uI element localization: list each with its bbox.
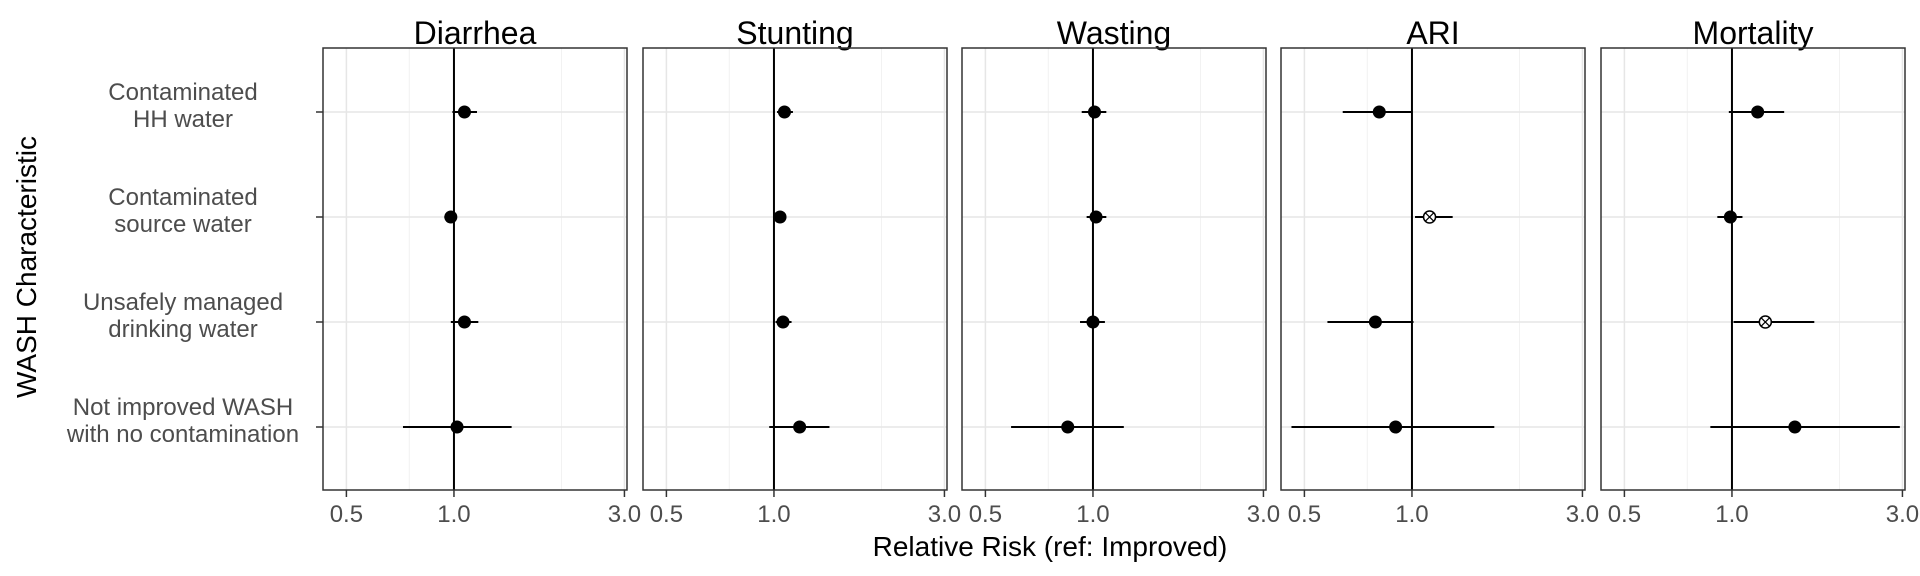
estimate-point bbox=[793, 420, 807, 434]
category-label-line: Contaminated bbox=[108, 184, 257, 211]
estimate-point bbox=[1751, 105, 1765, 119]
panel-border bbox=[1280, 47, 1586, 491]
panel-title: Wasting bbox=[1057, 15, 1171, 51]
panel-border bbox=[961, 47, 1267, 491]
x-tick-label: 0.5 bbox=[1288, 501, 1321, 528]
x-tick-label: 0.5 bbox=[1608, 501, 1641, 528]
estimate-point bbox=[457, 315, 471, 329]
x-tick-label: 1.0 bbox=[1076, 501, 1109, 528]
estimate-point bbox=[1086, 315, 1100, 329]
x-tick-label: 1.0 bbox=[757, 501, 790, 528]
x-tick-label: 0.5 bbox=[969, 501, 1002, 528]
category-label-line: Not improved WASH bbox=[73, 394, 294, 421]
x-tick-label: 1.0 bbox=[1715, 501, 1748, 528]
x-tick-label: 0.5 bbox=[330, 501, 363, 528]
estimate-point-hollow bbox=[1758, 315, 1773, 329]
x-tick-label: 3.0 bbox=[1566, 501, 1599, 528]
estimate-point bbox=[773, 210, 787, 224]
estimate-point bbox=[457, 105, 471, 119]
panel-wasting: Wasting 0.5 1.0 3.0 bbox=[961, 15, 1280, 528]
estimate-point bbox=[444, 210, 458, 224]
estimate-point bbox=[1089, 210, 1103, 224]
estimate-point bbox=[1389, 420, 1403, 434]
category-label: Contaminated source water bbox=[108, 184, 257, 238]
estimate-point bbox=[1723, 210, 1737, 224]
panel-stunting: Stunting 0.5 1.0 3.0 bbox=[642, 15, 961, 528]
estimate-point-hollow bbox=[1422, 210, 1437, 224]
estimate-point bbox=[776, 315, 790, 329]
estimate-point bbox=[1372, 105, 1386, 119]
x-tick-label: 0.5 bbox=[650, 501, 683, 528]
x-tick-label: 1.0 bbox=[1395, 501, 1428, 528]
panel-ari: ARI 0.5 1.0 3.0 bbox=[1280, 15, 1599, 528]
panel-title: Stunting bbox=[736, 15, 853, 51]
y-axis-title: WASH Characteristic bbox=[11, 136, 42, 398]
category-label-line: Unsafely managed bbox=[83, 289, 283, 316]
panel-border bbox=[322, 47, 628, 491]
estimate-point bbox=[1088, 105, 1102, 119]
x-tick-label: 3.0 bbox=[1247, 501, 1280, 528]
category-label-line: Contaminated bbox=[108, 79, 257, 106]
category-label-line: source water bbox=[114, 211, 251, 238]
x-axis-title: Relative Risk (ref: Improved) bbox=[873, 531, 1228, 562]
panel-title: ARI bbox=[1406, 15, 1459, 51]
estimate-point bbox=[777, 105, 791, 119]
x-tick-label: 3.0 bbox=[1886, 501, 1919, 528]
category-label: Contaminated HH water bbox=[108, 79, 257, 133]
panel-title: Diarrhea bbox=[414, 15, 537, 51]
panel-title: Mortality bbox=[1693, 15, 1814, 51]
category-label: Not improved WASH with no contamination bbox=[66, 394, 299, 448]
category-label-line: drinking water bbox=[108, 316, 257, 343]
panel-mortality: Mortality 0.5 1.0 3.0 bbox=[1600, 15, 1919, 528]
category-label: Unsafely managed drinking water bbox=[83, 289, 283, 343]
estimate-point bbox=[1788, 420, 1802, 434]
category-label-line: with no contamination bbox=[66, 421, 299, 448]
x-tick-label: 3.0 bbox=[928, 501, 961, 528]
panel-border bbox=[642, 47, 948, 491]
x-tick-label: 1.0 bbox=[437, 501, 470, 528]
category-label-line: HH water bbox=[133, 106, 233, 133]
x-tick-label: 3.0 bbox=[608, 501, 641, 528]
estimate-point bbox=[1061, 420, 1075, 434]
panel-diarrhea: Diarrhea 0.5 1.0 3.0 bbox=[322, 15, 641, 528]
estimate-point bbox=[1368, 315, 1382, 329]
estimate-point bbox=[450, 420, 464, 434]
panel-border bbox=[1600, 47, 1906, 491]
